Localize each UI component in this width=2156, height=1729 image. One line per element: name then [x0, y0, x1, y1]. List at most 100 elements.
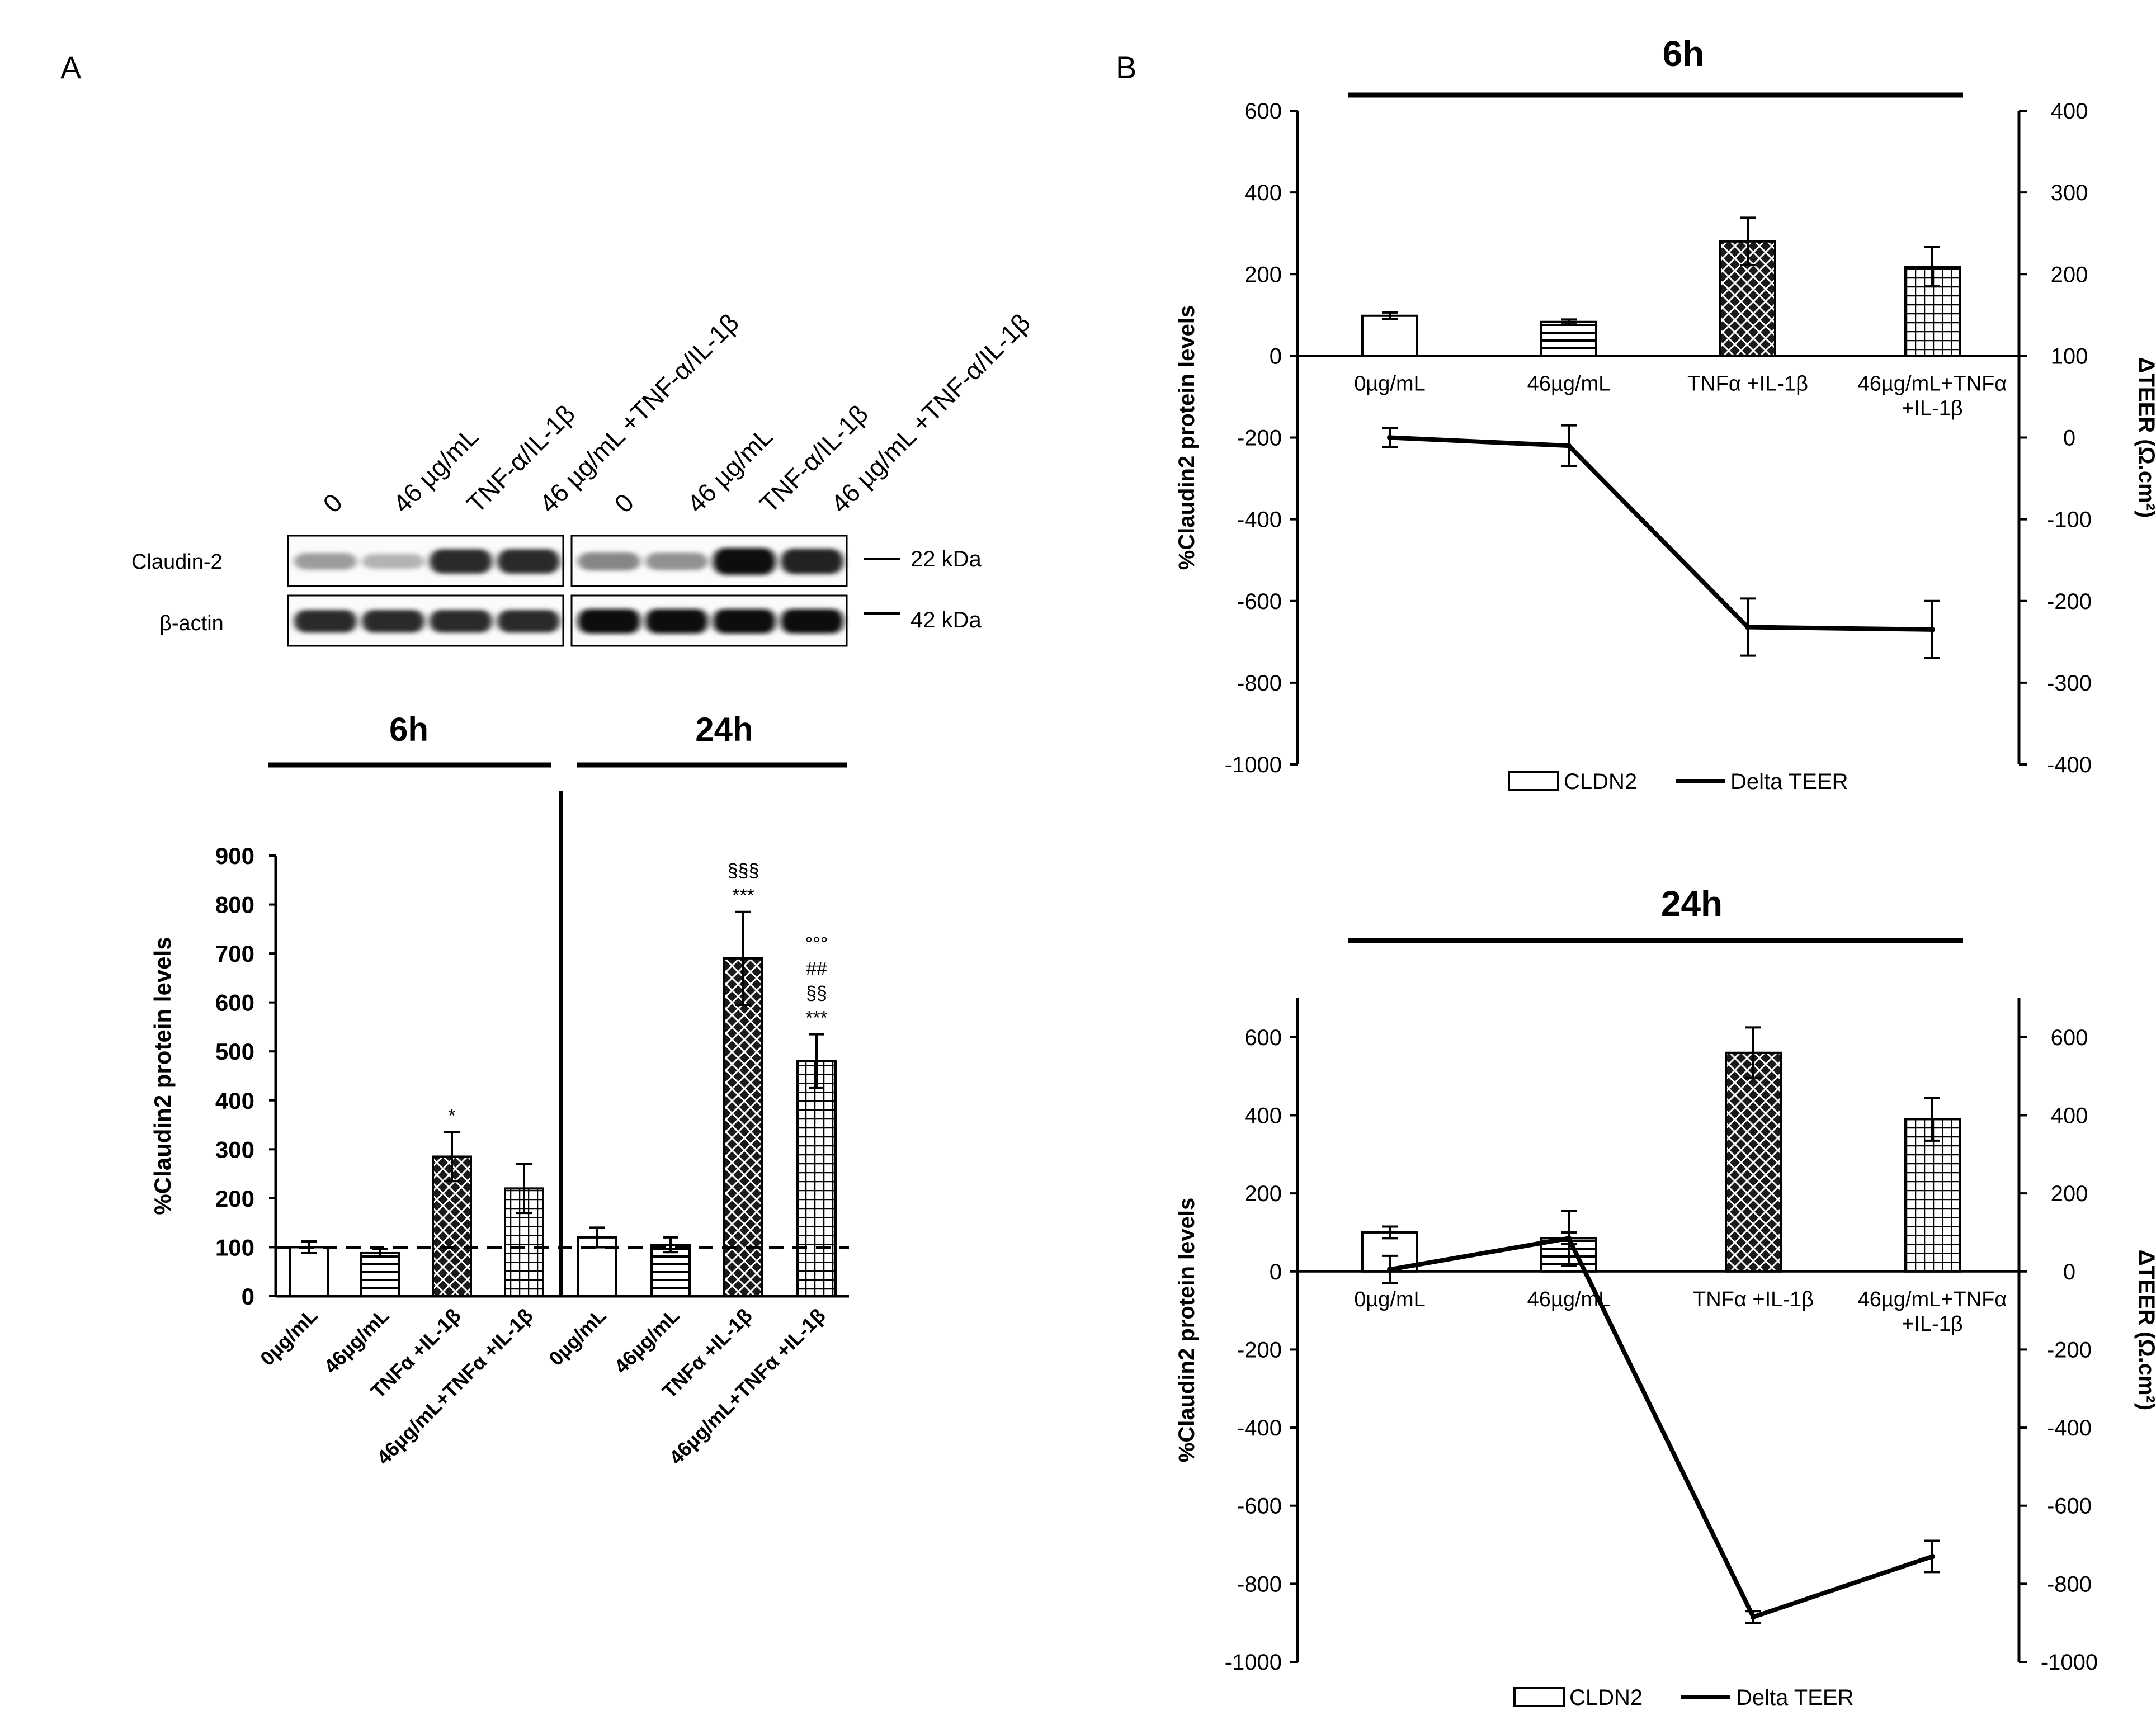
a-ytick-label-500: 500 — [215, 1038, 254, 1065]
chart-b-24h: 24h -1000 -800 -600 -400 -200 0 200 400 600 -1000 -… — [1174, 884, 2156, 1710]
b24h-ytick-label--1000: -1000 — [1225, 1650, 1282, 1675]
a-ytick-label-200: 200 — [215, 1185, 254, 1212]
b24h-teer-point-1 — [1387, 1267, 1393, 1273]
b6h-ytick-label--600: -600 — [1237, 589, 1282, 614]
band-beta-actin-lane-2 — [362, 610, 424, 633]
b6h-teer-point-3 — [1745, 624, 1751, 630]
b24h-y2tick-label--1000: -1000 — [2041, 1650, 2098, 1675]
a-xtick-label-2: 46µg/mL — [319, 1304, 394, 1378]
a-annotation-8-0: °°° — [805, 934, 828, 955]
b6h-legend-swatch-cldn2 — [1508, 771, 1559, 791]
blot-row-label-claudin2: Claudin-2 — [131, 550, 223, 574]
b6h-y2tick-label-100: 100 — [2051, 344, 2088, 369]
a-group-label-6h: 6h — [389, 711, 428, 748]
b24h-y2tick-label-600: 600 — [2051, 1026, 2088, 1050]
band-claudin2-lane-2 — [362, 554, 424, 569]
b6h-ytick-label-200: 200 — [1244, 262, 1282, 287]
marker-42kda: 42 kDa — [910, 608, 982, 632]
b6h-ytick-label--1000: -1000 — [1225, 753, 1282, 777]
chart-a-claudin2-bars: 0 100 200 300 400 500 600 700 800 900 %Claudin2 pr… — [149, 711, 849, 1469]
b24h-bar-4 — [1904, 1118, 1961, 1273]
a-ytick-label-600: 600 — [215, 990, 254, 1016]
chart-b-6h: 6h-1000-800-600-400-2000200400600-400-30… — [1174, 34, 2156, 794]
b6h-y2tick-label-0: 0 — [2063, 426, 2075, 451]
b24h-y2tick-label-400: 400 — [2051, 1103, 2088, 1128]
b6h-xtick-label-4: 46µg/mL+TNFα +IL-1β — [1858, 372, 2007, 420]
b6h-y2tick-label-200: 200 — [2051, 262, 2088, 287]
b24h-y2tick-label--400: -400 — [2047, 1416, 2092, 1440]
b24h-teer-point-3 — [1751, 1614, 1756, 1620]
b6h-teer-point-1 — [1387, 434, 1393, 441]
band-claudin2-lane-4 — [497, 549, 560, 574]
a-bar-7 — [723, 957, 763, 1298]
lane-label-5: 0 — [608, 488, 639, 518]
b24h-teer-point-4 — [1929, 1553, 1935, 1560]
band-beta-actin-lane-8 — [781, 609, 843, 634]
b6h-y2label: ΔTEER (Ω.cm²) — [2134, 357, 2156, 518]
b6h-ytick-label-400: 400 — [1244, 181, 1282, 205]
b24h-legend-swatch-cldn2 — [1513, 1687, 1565, 1707]
a-bar-1 — [289, 1246, 329, 1297]
a-xtick-label-6: 46µg/mL — [610, 1304, 684, 1378]
a-annotation-7-0: §§§ — [728, 861, 759, 882]
b24h-xtick-label-4: 46µg/mL+TNFα +IL-1β — [1858, 1288, 2007, 1336]
b6h-ytick-label-0: 0 — [1270, 344, 1282, 369]
a-annotation-3-0: * — [448, 1106, 455, 1127]
b24h-ytick-label--400: -400 — [1237, 1416, 1282, 1440]
a-ytick-label-300: 300 — [215, 1136, 254, 1163]
b24h-ytick-label-0: 0 — [1270, 1260, 1282, 1284]
b6h-y2tick-label--400: -400 — [2047, 753, 2092, 777]
b24h-ylabel: %Claudin2 protein levels — [1174, 1198, 1199, 1462]
b6h-ytick-label--400: -400 — [1237, 508, 1282, 532]
b24h-ytick-label-600: 600 — [1244, 1026, 1282, 1050]
b24h-ytick-label--600: -600 — [1237, 1494, 1282, 1519]
marker-22kda: 22 kDa — [910, 547, 982, 571]
panel-a-letter: A — [60, 50, 82, 85]
b24h-teer-line — [1389, 1235, 1933, 1620]
a-ytick-label-0: 0 — [242, 1283, 254, 1310]
a-xtick-label-5: 0µg/mL — [544, 1304, 611, 1371]
b24h-bar-3 — [1725, 1051, 1782, 1273]
b6h-xtick-label-3: TNFα +IL-1β — [1687, 372, 1808, 395]
b24h-xtick-label-3: TNFα +IL-1β — [1693, 1288, 1814, 1311]
b24h-xtick-label-1: 0µg/mL — [1354, 1288, 1426, 1311]
b24h-y2tick-label-0: 0 — [2063, 1260, 2075, 1284]
a-annotation-8-1: ## — [806, 958, 827, 980]
b6h-y2tick-label-400: 400 — [2051, 99, 2088, 124]
band-beta-actin-lane-7 — [713, 609, 776, 634]
b24h-y2tick-label--200: -200 — [2047, 1338, 2092, 1362]
b24h-y2tick-label-200: 200 — [2051, 1182, 2088, 1206]
panel-b-letter: B — [1116, 50, 1136, 85]
b6h-xtick-label-2: 46µg/mL — [1527, 372, 1611, 395]
a-annotation-8-3: *** — [805, 1008, 828, 1029]
a-ytick-label-700: 700 — [215, 941, 254, 967]
lane-label-1: 0 — [317, 488, 348, 518]
b6h-ylabel: %Claudin2 protein levels — [1174, 305, 1199, 570]
b6h-teer-line — [1389, 435, 1933, 632]
b24h-title: 24h — [1661, 884, 1723, 924]
a-annotation-7-1: *** — [732, 885, 754, 906]
b6h-teer-point-4 — [1929, 626, 1935, 632]
a-group-label-24h: 24h — [695, 711, 753, 748]
b24h-legend-cldn2: CLDN2 — [1569, 1685, 1643, 1710]
b6h-y2tick-label-300: 300 — [2051, 181, 2088, 205]
a-ytick-label-100: 100 — [215, 1234, 254, 1260]
b24h-y2tick-label--800: -800 — [2047, 1572, 2092, 1596]
b24h-legend-teer: Delta TEER — [1736, 1685, 1853, 1710]
b6h-teer-point-2 — [1566, 443, 1572, 449]
a-xtick-label-1: 0µg/mL — [256, 1304, 322, 1371]
a-bar-8 — [796, 1060, 837, 1297]
b24h-y2label: ΔTEER (Ω.cm²) — [2134, 1250, 2156, 1411]
band-claudin2-lane-3 — [430, 549, 492, 574]
a-annotation-8-2: §§ — [806, 983, 827, 1004]
b6h-title: 6h — [1663, 34, 1705, 74]
b6h-ytick-label-600: 600 — [1244, 99, 1282, 124]
a-ytick-label-800: 800 — [215, 892, 254, 918]
b6h-y2tick-label--200: -200 — [2047, 589, 2092, 614]
b6h-y2tick-label--300: -300 — [2047, 671, 2092, 696]
band-claudin2-lane-7 — [713, 548, 776, 575]
b24h-teer-point-2 — [1566, 1235, 1572, 1241]
a-ylabel: %Claudin2 protein levels — [149, 937, 176, 1215]
a-bar-2 — [360, 1251, 400, 1298]
